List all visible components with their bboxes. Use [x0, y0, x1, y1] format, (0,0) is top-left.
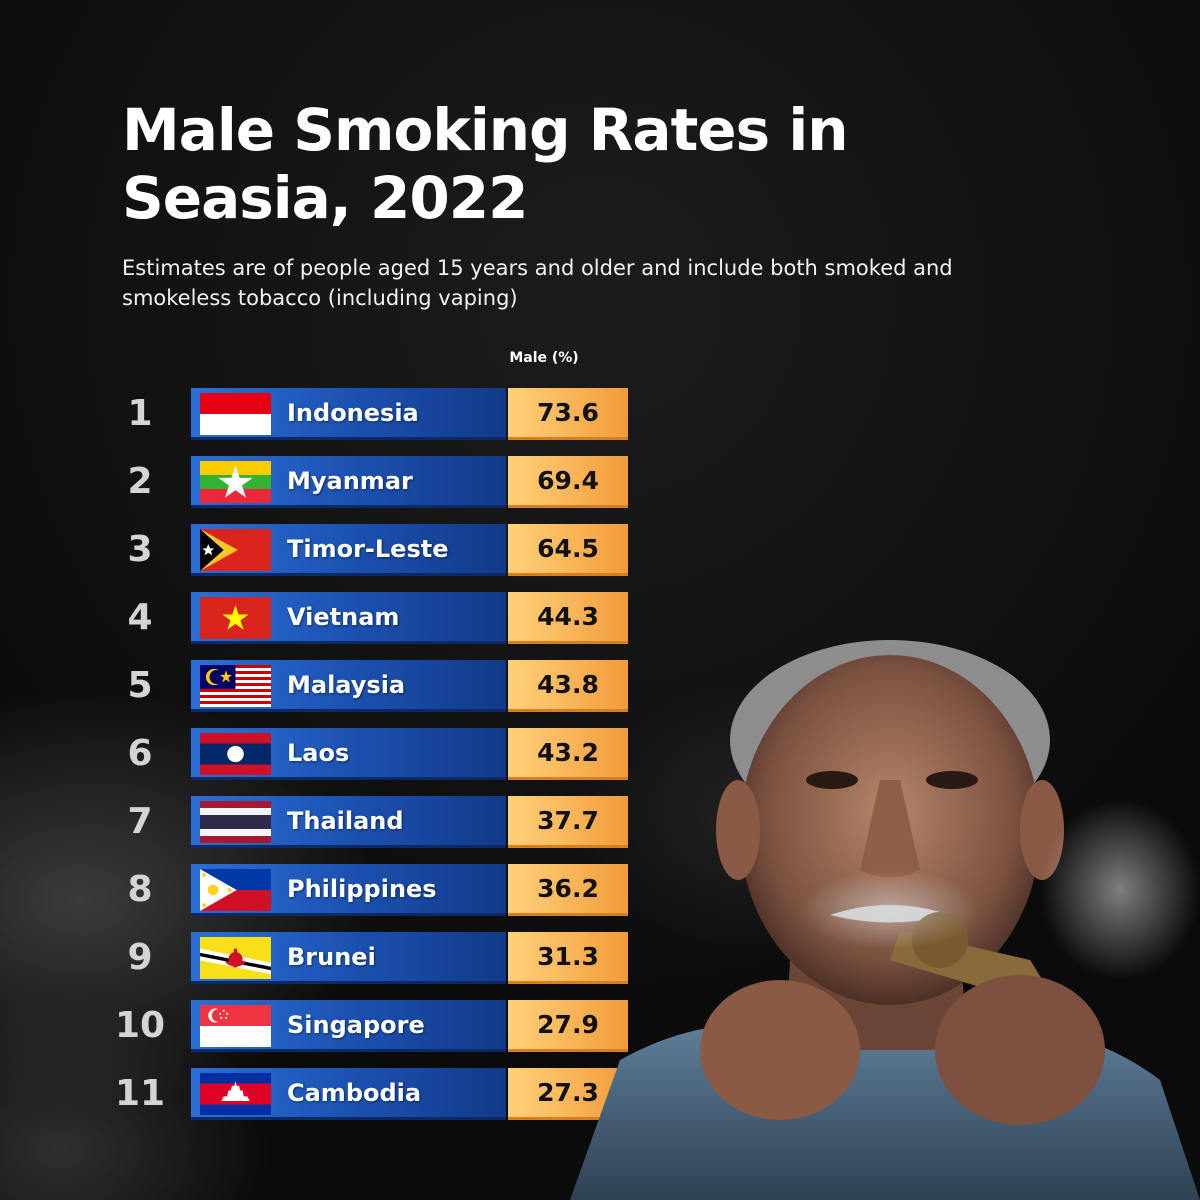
malaysia-flag-icon [200, 665, 271, 707]
value-label: 43.2 [508, 728, 628, 780]
country-name: Indonesia [287, 399, 419, 427]
country-name: Laos [287, 739, 350, 767]
country-bar: Myanmar [191, 456, 506, 508]
country-bar: Singapore [191, 1000, 506, 1052]
chart-title: Male Smoking Rates in Seasia, 2022 [122, 96, 849, 232]
value-label: 37.7 [508, 796, 628, 848]
country-name: Malaysia [287, 671, 406, 699]
singapore-flag-icon [200, 1005, 271, 1047]
table-row: 8 Philippines 36.2 [100, 864, 640, 916]
country-bar: Philippines [191, 864, 506, 916]
country-name: Thailand [287, 807, 404, 835]
value-label: 31.3 [508, 932, 628, 984]
value-column-header: Male (%) [509, 350, 579, 366]
country-name: Cambodia [287, 1079, 422, 1107]
country-bar: Laos [191, 728, 506, 780]
indonesia-flag-icon [200, 393, 271, 435]
rank-number: 3 [127, 529, 153, 570]
country-bar: Malaysia [191, 660, 506, 712]
vietnam-flag-icon [200, 597, 271, 639]
value-label: 73.6 [508, 388, 628, 440]
rank-number: 5 [127, 665, 153, 706]
thailand-flag-icon [200, 801, 271, 843]
myanmar-flag-icon [200, 461, 271, 503]
country-name: Vietnam [287, 603, 400, 631]
table-row: 5 Malaysia 43.8 [100, 660, 640, 712]
brunei-flag-icon [200, 937, 271, 979]
rank-number: 4 [127, 597, 153, 638]
country-bar: Thailand [191, 796, 506, 848]
value-label: 69.4 [508, 456, 628, 508]
value-label: 27.9 [508, 1000, 628, 1052]
table-row: 2 Myanmar 69.4 [100, 456, 640, 508]
country-bar: Vietnam [191, 592, 506, 644]
rank-number: 1 [127, 393, 153, 434]
country-name: Philippines [287, 875, 437, 903]
value-label: 36.2 [508, 864, 628, 916]
value-label: 44.3 [508, 592, 628, 644]
rank-number: 2 [127, 461, 153, 502]
rank-number: 7 [127, 801, 153, 842]
rank-number: 8 [127, 869, 153, 910]
table-row: 7 Thailand 37.7 [100, 796, 640, 848]
country-bar: Timor-Leste [191, 524, 506, 576]
country-name: Myanmar [287, 467, 413, 495]
country-bar: Cambodia [191, 1068, 506, 1120]
table-row: 9 Brunei 31.3 [100, 932, 640, 984]
table-row: 10 Singapore 27.9 [100, 1000, 640, 1052]
value-label: 43.8 [508, 660, 628, 712]
country-name: Singapore [287, 1011, 425, 1039]
country-bar: Indonesia [191, 388, 506, 440]
country-name: Brunei [287, 943, 376, 971]
timor-leste-flag-icon [200, 529, 271, 571]
rank-number: 9 [127, 937, 153, 978]
table-row: 4 Vietnam 44.3 [100, 592, 640, 644]
rank-number: 10 [114, 1005, 166, 1046]
value-label: 64.5 [508, 524, 628, 576]
man-smoking-pipe-photo [560, 630, 1200, 1200]
laos-flag-icon [200, 733, 271, 775]
philippines-flag-icon [200, 869, 271, 911]
table-row: 6 Laos 43.2 [100, 728, 640, 780]
rank-number: 6 [127, 733, 153, 774]
cambodia-flag-icon [200, 1073, 271, 1115]
chart-subtitle: Estimates are of people aged 15 years an… [122, 256, 953, 310]
table-row: 1 Indonesia 73.6 [100, 388, 640, 440]
rank-number: 11 [114, 1073, 166, 1114]
table-row: 11 Cambodia 27.3 [100, 1068, 640, 1120]
country-name: Timor-Leste [287, 535, 449, 563]
table-row: 3 Timor-Leste 64.5 [100, 524, 640, 576]
country-bar: Brunei [191, 932, 506, 984]
